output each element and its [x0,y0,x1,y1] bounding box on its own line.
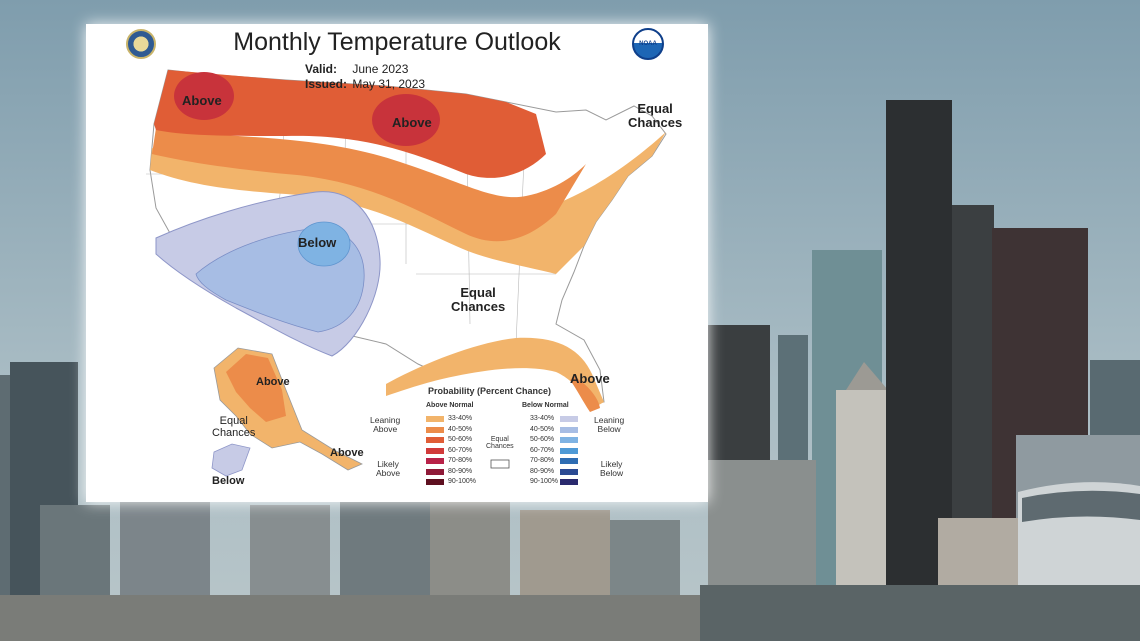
issued-label: Issued: [305,77,348,91]
legend-below-range: 80-90% [530,467,555,475]
above-gulf-band [386,337,604,410]
above-florida-core [570,376,600,412]
legend-above-range: 80-90% [448,467,473,475]
legend-below-swatch [560,416,578,422]
department-of-commerce-seal [126,29,156,59]
legend-below-range: 40-50% [530,425,555,433]
legend-below-swatch [560,426,578,433]
map-title: Monthly Temperature Outlook [233,28,561,56]
legend-below-swatch [560,458,578,464]
legend-below-range: 33-40% [530,415,555,422]
legend-below-swatch [560,468,578,475]
noaa-logo: NOAA [632,28,664,60]
legend-equal-chances: Equal Chances [486,436,514,451]
label-above-alaska: Above [256,376,290,388]
legend-above-swatch [426,479,444,485]
legend-above-range: 60-70% [448,446,473,454]
legend-above-range: 40-50% [448,425,473,433]
legend-above-range: 33-40% [448,415,473,422]
legend-above-swatch [426,468,444,475]
above-40-50-band [152,128,586,242]
valid-label: Valid: [305,62,338,76]
legend-above-range: 90-100% [448,478,477,485]
legend-above-swatch [426,458,444,464]
label-above-northwest: Above [182,93,222,108]
legend-above-swatch [426,426,444,433]
legend-leaning-below: Leaning Below [594,415,625,434]
legend-below-swatch [560,437,578,443]
label-above-midwest: Above [392,115,432,130]
above-60-70-nw [174,72,234,120]
legend-above-swatch [426,447,444,454]
legend-below-range: 70-80% [530,457,555,464]
label-above-alaska-southeast: Above [330,447,364,459]
legend-below-range: 50-60% [530,436,555,443]
legend-likely-below: Likely Below [600,459,624,478]
label-above-florida: Above [570,371,610,386]
label-equal-chances-northeast: Equal Chances [628,101,683,130]
label-below-southwest: Below [298,235,337,250]
above-60-70-mw [372,94,440,146]
legend-likely-above: Likely Above [376,459,401,478]
legend-title: Probability (Percent Chance) [428,386,552,396]
legend-below-header: Below Normal [522,402,569,409]
legend-below-range: 60-70% [530,446,555,454]
legend-above-header: Above Normal [426,402,474,409]
label-equal-chances-central: Equal Chances [451,285,506,314]
legend-above-swatch [426,416,444,422]
equal-chances-swatch [490,459,510,469]
temperature-outlook-map-card: NOAA Monthly Temperature Outlook Valid: … [86,24,708,502]
legend-below-swatch [560,479,578,485]
outlook-map [146,69,667,477]
legend-above-swatch [426,437,444,443]
label-equal-chances-alaska: Equal Chances [212,415,256,439]
legend-above-range: 50-60% [448,436,473,443]
issued-value: May 31, 2023 [352,77,426,91]
valid-value: June 2023 [352,62,409,76]
label-below-alaska: Below [212,475,245,487]
valid-line: Valid: June 2023 [305,62,408,76]
legend-leaning-above: Leaning Above [370,415,401,434]
alaska-below-region [211,443,251,477]
above-50-60-band [154,70,546,178]
issued-line: Issued: May 31, 2023 [305,77,425,91]
alaska-above-40-50 [226,354,286,422]
legend-below-swatch [560,447,578,454]
below-50-60-core [297,221,351,267]
legend-below-range: 90-100% [530,478,559,485]
legend-above-range: 70-80% [448,457,473,464]
